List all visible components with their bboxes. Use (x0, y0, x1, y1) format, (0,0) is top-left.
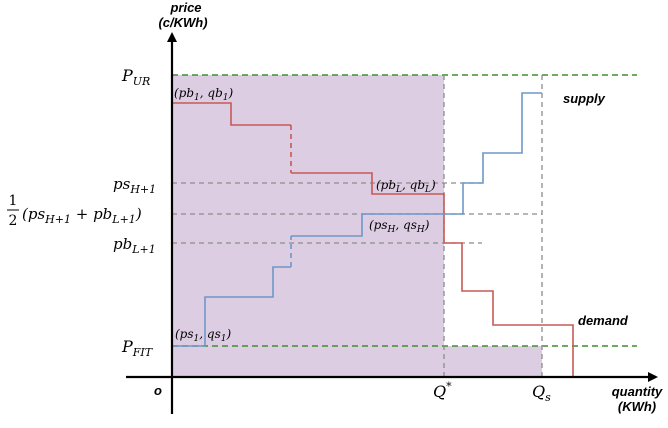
demand-curve (172, 102, 574, 377)
x-axis-title-line2: (KWh) (618, 399, 656, 414)
origin-label: o (154, 383, 162, 398)
pfit-label: PFIT (121, 337, 154, 359)
pur-label: PUR (121, 66, 150, 88)
shaded-lower-region (444, 346, 542, 377)
midprice-frac-num: 1 (9, 193, 18, 209)
y-axis-title-line1: price (169, 0, 201, 15)
supply-curve-label: supply (563, 91, 606, 106)
point-pbL-label: (pbL, qbL) (376, 178, 436, 195)
point-psH-label: (psH, qsH) (369, 218, 430, 235)
point-pb1-label: (pb1, qb1) (174, 86, 234, 103)
demand-curve-label: demand (578, 313, 629, 328)
x-axis-title-line1: quantity (612, 384, 663, 399)
qstar-label: Q* (433, 380, 452, 401)
midprice-label: 1 2 (psH+1 + pbL+1) (7, 193, 142, 229)
midprice-expression: (psH+1 + pbL+1) (22, 205, 142, 226)
psh1-label: psH+1 (113, 175, 156, 196)
qs-label: Qs (532, 382, 551, 404)
pbl1-label: pbL+1 (113, 235, 156, 256)
y-axis-title-line2: (c/KWh) (158, 15, 207, 30)
midprice-frac-den: 2 (9, 213, 18, 229)
shaded-surplus-region (172, 75, 444, 377)
point-ps1-label: (ps1, qs1) (175, 327, 231, 344)
